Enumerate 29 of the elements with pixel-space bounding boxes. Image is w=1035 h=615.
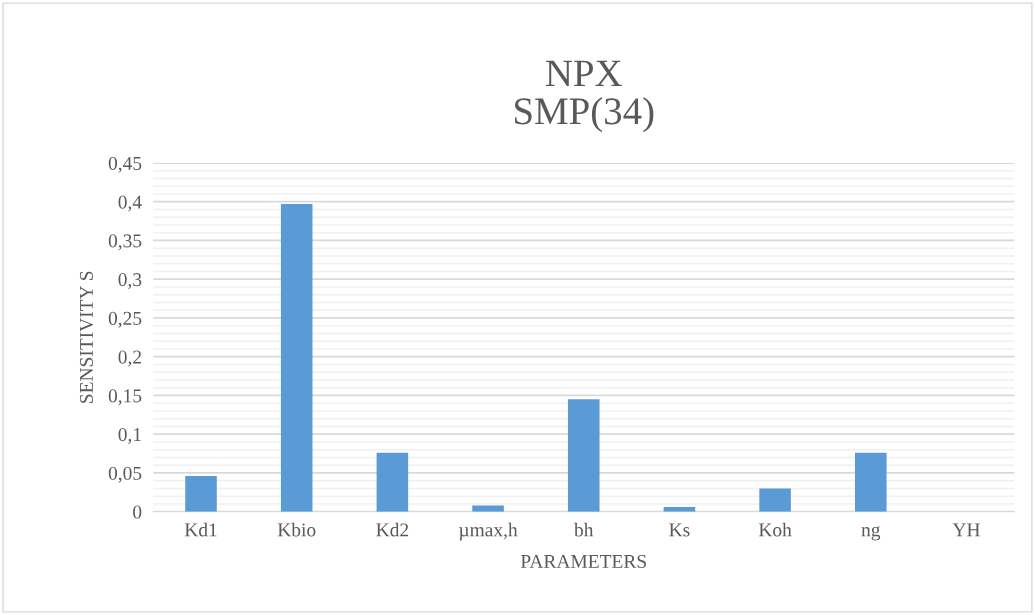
y-tick-label: 0,4 xyxy=(118,195,142,212)
bar xyxy=(280,204,313,512)
y-tick-label: 0,05 xyxy=(108,466,142,483)
bar xyxy=(472,505,504,512)
bar xyxy=(759,488,791,512)
bar xyxy=(567,399,600,512)
y-tick-label: 0,2 xyxy=(118,350,141,367)
y-tick-label: 0,3 xyxy=(118,273,142,289)
y-tick-label: 0,15 xyxy=(108,389,142,406)
x-tick-label: Ks xyxy=(669,523,690,537)
y-axis-title: SENSITIVITY S xyxy=(79,271,94,403)
bar xyxy=(185,476,217,512)
y-tick-label: 0,45 xyxy=(108,156,142,173)
y-tick-label: 0,25 xyxy=(108,311,142,328)
x-tick-label: Kd2 xyxy=(376,522,409,537)
chart-title: NPX SMP(34) xyxy=(515,60,654,133)
x-tick-label: ng xyxy=(861,526,881,541)
x-tick-label: Koh xyxy=(758,522,792,537)
y-tick-label: 0 xyxy=(133,505,142,519)
x-tick-label: Kd1 xyxy=(184,522,217,537)
x-tick-label: bh xyxy=(574,522,594,537)
x-axis-title: PARAMETERS xyxy=(520,554,646,568)
y-tick-label: 0,1 xyxy=(118,428,141,444)
x-tick-label: Kbio xyxy=(277,522,316,537)
bar xyxy=(854,452,887,512)
x-tick-label: µmax,h xyxy=(459,522,518,541)
y-tick-label: 0,35 xyxy=(108,234,142,251)
x-tick-label: YH xyxy=(952,523,980,537)
bar xyxy=(376,452,409,512)
